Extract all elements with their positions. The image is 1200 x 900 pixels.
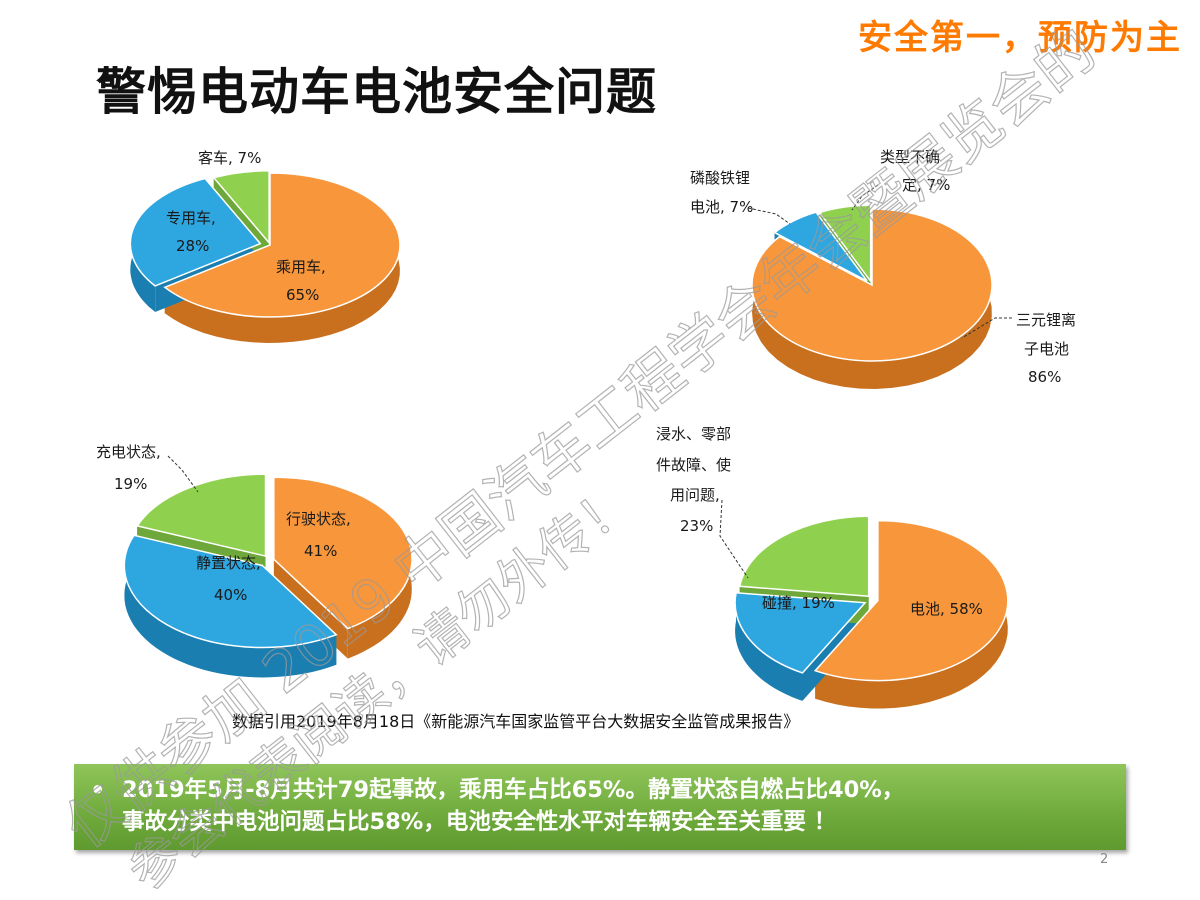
chart3-label-parked: 静置状态, 40% [196,554,266,604]
chart1-label-bus-text: 客车, 7% [198,149,261,167]
page-title: 警惕电动车电池安全问题 [96,63,657,121]
pie4-slice-2 [738,515,870,598]
chart2-leader-ncm [961,317,1012,339]
chart2-label-lfp-l2: 电池, 7% [690,198,753,216]
pie1-slice-1 [129,177,262,287]
pie-chart-4 [734,515,1009,709]
chart2-label-ncm-l2: 子电池 [1024,340,1069,358]
chart4-label-battery: 电池, 58% [910,600,983,618]
chart1-label-special-l1: 专用车, [166,209,216,227]
chart4-label-other-l1: 浸水、零部 [656,425,731,443]
chart2-label-ncm-l3: 86% [1028,368,1061,386]
pie3-slice-1 [123,534,338,649]
chart1-label-passenger: 乘用车, 65% [276,258,331,304]
pie2-slice-2 [818,204,872,284]
chart4-label-other: 浸水、零部 件故障、使 用问题, 23% [656,425,736,535]
chart4-label-collision: 碰撞, 19% [762,594,835,612]
chart3-label-charging-l1: 充电状态, [96,443,161,461]
chart4-leader-other [719,499,749,579]
chart4-label-collision-text: 碰撞, 19% [762,594,835,612]
chart1-label-passenger-l1: 乘用车, [276,258,326,276]
chart3-label-driving-l1: 行驶状态, [286,510,351,528]
chart3-label-parked-l2: 40% [214,586,247,604]
summary-banner: • 2019年5月-8月共计79起事故，乘用车占比65%。静置状态自燃占比40%… [74,764,1126,850]
page-number: 2 [1100,852,1109,867]
chart1-label-bus: 客车, 7% [198,149,261,167]
chart4-label-battery-text: 电池, 58% [910,600,983,618]
bullet-dot: • [90,776,106,804]
chart3-label-driving: 行驶状态, 41% [286,510,356,560]
summary-text: • 2019年5月-8月共计79起事故，乘用车占比65%。静置状态自燃占比40%… [90,774,1114,838]
pie4-wall-0 [815,520,1008,709]
chart2-leader-unknown [851,184,879,211]
chart2-label-unknown-l2: 定, 7% [902,176,950,194]
chart1-label-special: 专用车, 28% [166,209,221,255]
chart2-label-lfp-l1: 磷酸铁锂 [690,169,750,187]
chart2-label-unknown: 类型不确 定, 7% [880,148,950,194]
chart4-label-other-l4: 23% [680,517,713,535]
pie2-slice-0 [751,208,993,362]
chart1-label-passenger-l2: 65% [286,286,319,304]
pie1-slice-0 [163,172,401,318]
chart1-label-special-l2: 28% [176,237,209,255]
pie3-wall-1 [124,535,337,678]
pie-chart-3 [123,473,413,678]
chart4-label-other-l3: 用问题, [670,486,720,504]
pie4-slice-0 [813,519,1009,682]
chart2-leader-lfp [747,207,791,225]
chart2-label-unknown-l1: 类型不确 [880,148,940,166]
chart3-label-parked-l1: 静置状态, [196,554,261,572]
chart2-label-lfp: 磷酸铁锂 电池, 7% [690,169,755,216]
pie-chart-2 [751,204,993,389]
pie3-slice-0 [273,476,413,630]
pie-chart-1 [129,170,401,343]
pie3-slice-2 [135,473,267,558]
pie4-slice-1 [734,592,867,674]
chart3-label-charging: 充电状态, 19% [96,443,166,493]
chart3-label-charging-l2: 19% [114,475,147,493]
chart3-label-driving-l2: 41% [304,542,337,560]
summary-line-2: 事故分类中电池问题占比58%，电池安全性水平对车辆安全至关重要 ！ [122,809,837,835]
summary-line-1: 2019年5月-8月共计79起事故，乘用车占比65%。静置状态自燃占比40%， [122,777,905,803]
pie1-wall-0 [164,173,400,343]
data-source-note: 数据引用2019年8月18日《新能源汽车国家监管平台大数据安全监管成果报告》 [232,712,800,731]
chart4-label-other-l2: 件故障、使 [656,456,731,474]
slogan: 安全第一，预防为主 [858,18,1182,58]
pie1-slice-2 [212,170,270,245]
pie2-slice-1 [773,211,868,282]
chart2-label-ncm: 三元锂离 子电池 86% [1016,311,1081,386]
chart3-leader-charging [167,455,199,493]
pie4-wall-1 [735,592,803,701]
chart2-label-ncm-l1: 三元锂离 [1016,311,1076,329]
